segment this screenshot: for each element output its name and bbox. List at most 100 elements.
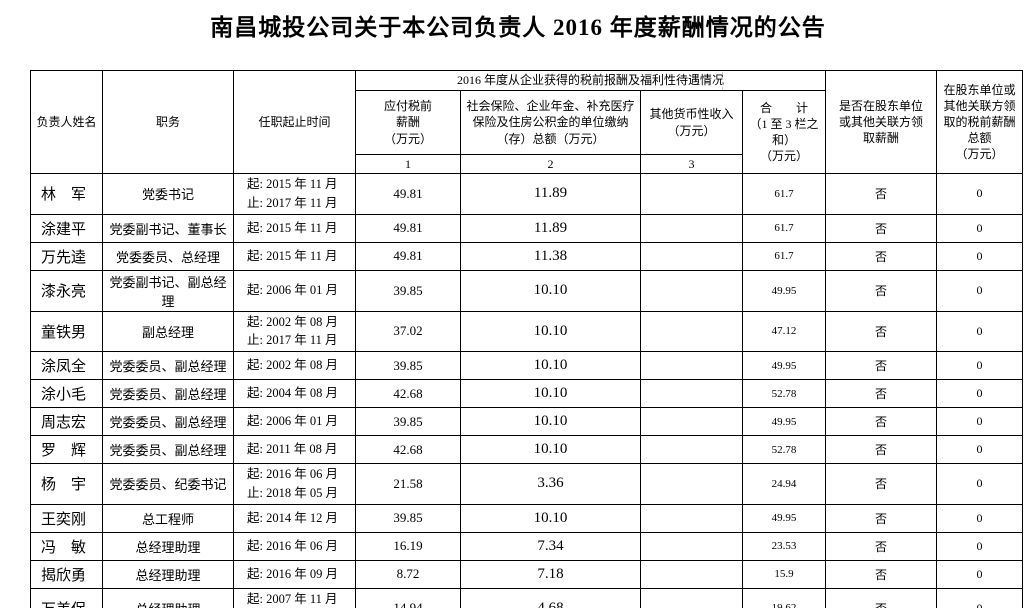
cell-total: 49.95 — [741, 351, 827, 381]
cell-insurance-total: 10.10 — [460, 269, 641, 312]
cell-pretax-salary: 49.81 — [355, 173, 461, 215]
cell-name: 童铁男 — [30, 310, 103, 353]
table-row: 涂小毛 党委委员、副总经理 起: 2004 年 08 月 42.68 10.10… — [30, 379, 1024, 409]
cell-pretax-salary: 16.19 — [355, 531, 461, 561]
cell-total: 24.94 — [741, 463, 827, 505]
cell-other-income — [640, 503, 743, 533]
cell-other-income — [640, 351, 743, 381]
header-num-1: 1 — [355, 153, 461, 175]
table-row: 冯 敏 总经理助理 起: 2016 年 06 月 16.19 7.34 23.5… — [30, 531, 1024, 561]
cell-shareholder-paid: 否 — [825, 503, 938, 533]
cell-tenure: 起: 2016 年 06 月 止: 2018 年 05 月 — [233, 463, 356, 505]
cell-total: 49.95 — [741, 503, 827, 533]
cell-shareholder-paid: 否 — [825, 213, 938, 243]
table-row: 林 军 党委书记 起: 2015 年 11 月 止: 2017 年 11 月 4… — [30, 173, 1024, 215]
cell-shareholder-amount: 0 — [936, 407, 1024, 437]
cell-position: 党委副书记、董事长 — [102, 213, 234, 243]
header-insurance-total: 社会保险、企业年金、补充医疗 保险及住房公积金的单位缴纳 （存）总额（万元） — [460, 90, 641, 155]
cell-tenure: 起: 2006 年 01 月 — [233, 269, 356, 312]
cell-position: 党委书记 — [102, 173, 234, 215]
header-row-numbers: 1 2 3 — [31, 153, 1023, 175]
cell-name: 罗 辉 — [30, 435, 103, 465]
cell-position: 总经理助理 — [102, 587, 234, 608]
cell-shareholder-amount: 0 — [936, 310, 1024, 353]
cell-shareholder-amount: 0 — [936, 559, 1024, 589]
cell-other-income — [640, 310, 743, 353]
cell-pretax-salary: 42.68 — [355, 379, 461, 409]
table-row: 杨 宇 党委委员、纪委书记 起: 2016 年 06 月 止: 2018 年 0… — [30, 463, 1024, 505]
cell-other-income — [640, 435, 743, 465]
header-row-group: 负责人姓名 职务 任职起止时间 2016 年度从企业获得的税前报酬及福利性待遇情… — [30, 69, 1024, 175]
cell-shareholder-amount: 0 — [936, 503, 1024, 533]
cell-insurance-total: 11.38 — [460, 241, 641, 271]
header-shareholder-amount: 在股东单位或 其他关联方领 取的税前薪酬 总额 （万元） — [936, 69, 1024, 175]
cell-total: 23.53 — [741, 531, 827, 561]
cell-insurance-total: 7.34 — [460, 531, 641, 561]
cell-pretax-salary: 39.85 — [355, 407, 461, 437]
cell-shareholder-amount: 0 — [936, 269, 1024, 312]
cell-shareholder-paid: 否 — [825, 269, 938, 312]
cell-tenure: 起: 2015 年 11 月 — [233, 241, 356, 271]
cell-position: 党委委员、副总经理 — [102, 379, 234, 409]
cell-total: 61.7 — [741, 173, 827, 215]
cell-position: 党委副书记、副总经理 — [102, 269, 234, 312]
cell-other-income — [640, 559, 743, 589]
cell-tenure: 起: 2011 年 08 月 — [233, 435, 356, 465]
cell-name: 王奕刚 — [30, 503, 103, 533]
cell-insurance-total: 4.68 — [460, 587, 641, 608]
cell-other-income — [640, 407, 743, 437]
cell-insurance-total: 11.89 — [460, 213, 641, 243]
cell-tenure: 起: 2002 年 08 月 止: 2017 年 11 月 — [233, 310, 356, 353]
cell-name: 周志宏 — [30, 407, 103, 437]
cell-name: 涂建平 — [30, 213, 103, 243]
cell-pretax-salary: 49.81 — [355, 241, 461, 271]
cell-other-income — [640, 587, 743, 608]
header-row-subcolumns: 应付税前 薪酬 （万元） 社会保险、企业年金、补充医疗 保险及住房公积金的单位缴… — [31, 89, 1023, 175]
cell-position: 党委委员、总经理 — [102, 241, 234, 271]
table-row: 涂建平 党委副书记、董事长 起: 2015 年 11 月 49.81 11.89… — [30, 213, 1024, 243]
cell-tenure: 起: 2014 年 12 月 — [233, 503, 356, 533]
cell-shareholder-paid: 否 — [825, 351, 938, 381]
table-row: 漆永亮 党委副书记、副总经理 起: 2006 年 01 月 39.85 10.1… — [30, 269, 1024, 312]
cell-pretax-salary: 21.58 — [355, 463, 461, 505]
cell-shareholder-amount: 0 — [936, 351, 1024, 381]
cell-insurance-total: 10.10 — [460, 407, 641, 437]
cell-shareholder-amount: 0 — [936, 241, 1024, 271]
cell-insurance-total: 11.89 — [460, 173, 641, 215]
cell-shareholder-amount: 0 — [936, 531, 1024, 561]
table-row: 王奕刚 总工程师 起: 2014 年 12 月 39.85 10.10 49.9… — [30, 503, 1024, 533]
cell-shareholder-paid: 否 — [825, 407, 938, 437]
cell-total: 47.12 — [741, 310, 827, 353]
cell-name: 林 军 — [30, 173, 103, 215]
cell-pretax-salary: 49.81 — [355, 213, 461, 243]
cell-name: 杨 宇 — [30, 463, 103, 505]
cell-pretax-salary: 8.72 — [355, 559, 461, 589]
table-row: 万先逵 党委委员、总经理 起: 2015 年 11 月 49.81 11.38 … — [30, 241, 1024, 271]
cell-insurance-total: 3.36 — [460, 463, 641, 505]
cell-position: 总经理助理 — [102, 531, 234, 561]
header-position: 职务 — [102, 69, 234, 175]
cell-pretax-salary: 39.85 — [355, 351, 461, 381]
cell-pretax-salary: 39.85 — [355, 269, 461, 312]
header-num-2: 2 — [460, 153, 641, 175]
cell-pretax-salary: 39.85 — [355, 503, 461, 533]
cell-other-income — [640, 213, 743, 243]
page-break-dashed-line — [722, 72, 723, 90]
header-shareholder-paid: 是否在股东单位 或其他关联方领 取薪酬 — [825, 69, 938, 175]
cell-insurance-total: 10.10 — [460, 379, 641, 409]
cell-tenure: 起: 2016 年 06 月 — [233, 531, 356, 561]
cell-pretax-salary: 42.68 — [355, 435, 461, 465]
cell-insurance-total: 7.18 — [460, 559, 641, 589]
header-other-income: 其他货币性收入 （万元） — [640, 90, 743, 155]
cell-shareholder-amount: 0 — [936, 379, 1024, 409]
cell-pretax-salary: 37.02 — [355, 310, 461, 353]
page-title: 南昌城投公司关于本公司负责人 2016 年度薪酬情况的公告 — [210, 15, 826, 40]
cell-shareholder-amount: 0 — [936, 435, 1024, 465]
cell-position: 党委委员、副总经理 — [102, 435, 234, 465]
cell-name: 揭欣勇 — [30, 559, 103, 589]
table-row: 涂凤全 党委委员、副总经理 起: 2002 年 08 月 39.85 10.10… — [30, 351, 1024, 381]
cell-name: 涂凤全 — [30, 351, 103, 381]
cell-shareholder-paid: 否 — [825, 463, 938, 505]
cell-insurance-total: 10.10 — [460, 503, 641, 533]
cell-shareholder-amount: 0 — [936, 213, 1024, 243]
